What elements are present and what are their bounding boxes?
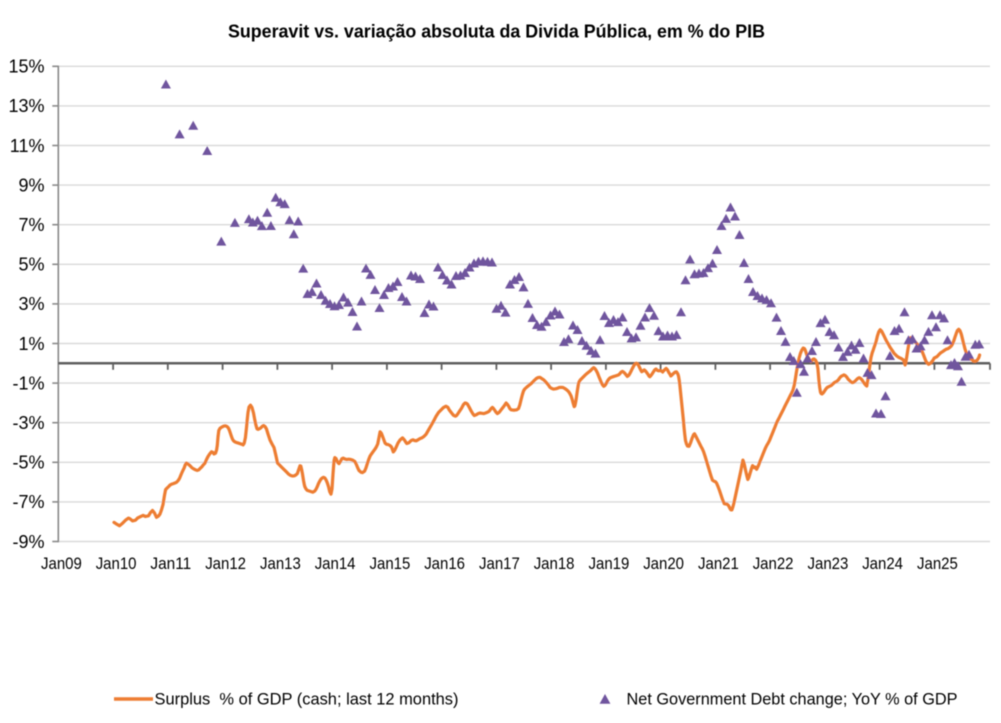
svg-text:Jan16: Jan16 <box>424 555 465 573</box>
svg-text:Net Government Debt change; Yo: Net Government Debt change; YoY % of GDP <box>627 691 958 709</box>
svg-text:Jan21: Jan21 <box>698 555 739 573</box>
svg-text:-1%: -1% <box>12 373 44 393</box>
svg-text:-9%: -9% <box>12 532 44 552</box>
svg-text:Jan10: Jan10 <box>96 555 137 573</box>
svg-text:Superavit vs. variação absolut: Superavit vs. variação absoluta da Divid… <box>228 22 765 42</box>
svg-text:Jan09: Jan09 <box>41 555 82 573</box>
svg-text:15%: 15% <box>8 57 44 77</box>
svg-text:Jan13: Jan13 <box>260 555 301 573</box>
svg-text:Jan18: Jan18 <box>534 555 575 573</box>
svg-text:Jan19: Jan19 <box>589 555 630 573</box>
svg-text:9%: 9% <box>18 175 44 195</box>
svg-text:-7%: -7% <box>12 492 44 512</box>
svg-text:3%: 3% <box>18 294 44 314</box>
svg-text:5%: 5% <box>18 255 44 275</box>
svg-text:Jan14: Jan14 <box>315 555 356 573</box>
svg-text:1%: 1% <box>18 334 44 354</box>
svg-text:Jan23: Jan23 <box>808 555 849 573</box>
svg-text:11%: 11% <box>10 136 45 156</box>
svg-text:Surplus % of GDP (cash; last: Surplus % of GDP (cash; last 12 months) <box>155 691 459 709</box>
svg-text:13%: 13% <box>8 96 44 116</box>
svg-text:7%: 7% <box>18 215 44 235</box>
svg-text:Jan20: Jan20 <box>643 555 684 573</box>
svg-text:Jan17: Jan17 <box>479 555 520 573</box>
svg-text:-3%: -3% <box>12 413 44 433</box>
svg-text:Jan11: Jan11 <box>150 555 191 573</box>
svg-text:Jan22: Jan22 <box>753 555 794 573</box>
svg-text:Jan24: Jan24 <box>862 555 903 573</box>
svg-text:Jan15: Jan15 <box>370 555 411 573</box>
svg-text:Jan12: Jan12 <box>205 555 246 573</box>
svg-text:Jan25: Jan25 <box>917 555 958 573</box>
svg-text:-5%: -5% <box>12 453 44 473</box>
